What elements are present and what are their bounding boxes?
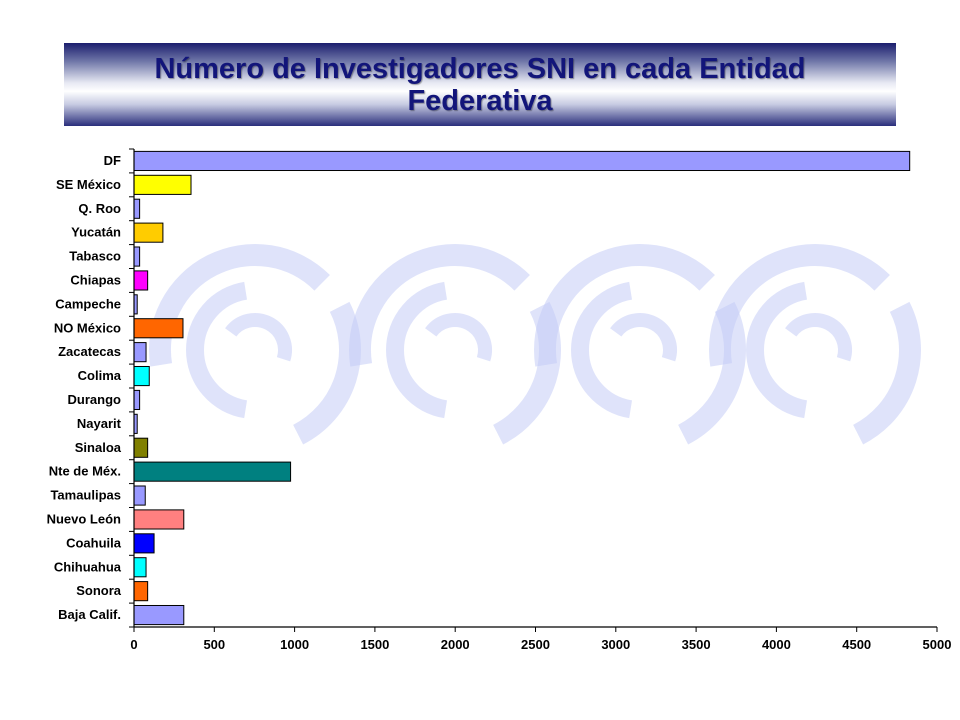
x-tick-label: 3500: [682, 637, 711, 652]
y-tick-label: SE México: [56, 177, 121, 192]
y-tick-label: Colima: [78, 368, 122, 383]
bar: [133, 174, 192, 195]
bar: [133, 222, 164, 243]
bar: [133, 246, 141, 267]
watermark-ring: [534, 244, 746, 445]
y-tick-label: Sonora: [76, 583, 122, 598]
x-tick-label: 3000: [601, 637, 630, 652]
x-tick-label: 1000: [280, 637, 309, 652]
x-tick-label: 4500: [842, 637, 871, 652]
x-tick-label: 5000: [923, 637, 952, 652]
y-tick-label: Tabasco: [69, 249, 121, 264]
bar: [133, 581, 149, 602]
bar: [133, 365, 150, 387]
watermark-ring: [709, 244, 921, 445]
y-tick-label: Q. Roo: [78, 201, 121, 216]
y-tick-label: Durango: [68, 392, 122, 407]
bar: [133, 318, 184, 339]
y-tick-label: Tamaulipas: [50, 488, 121, 503]
y-tick-label: Zacatecas: [58, 344, 121, 359]
bar: [133, 389, 141, 411]
x-tick-label: 2500: [521, 637, 550, 652]
y-tick-label: Nte de Méx.: [49, 464, 121, 479]
watermark-ring: [349, 244, 561, 445]
watermark-ring: [149, 244, 361, 445]
bar: [133, 461, 292, 482]
title-banner: Número de Investigadores SNI en cada Ent…: [64, 43, 896, 126]
bar: [133, 509, 185, 530]
bar: [133, 485, 146, 506]
y-tick-label: Chiapas: [70, 272, 121, 287]
chart-title: Número de Investigadores SNI en cada Ent…: [154, 52, 806, 117]
bar: [133, 198, 141, 219]
y-tick-label: Nayarit: [77, 416, 122, 431]
bar: [133, 557, 147, 578]
y-tick-label: DF: [104, 153, 121, 168]
y-tick-label: Yucatán: [71, 225, 121, 240]
watermark-logo: [149, 244, 921, 445]
bar: [133, 437, 149, 458]
y-tick-label: NO México: [54, 320, 121, 335]
x-tick-label: 0: [130, 637, 137, 652]
x-tick-label: 1500: [360, 637, 389, 652]
bar: [133, 604, 185, 626]
x-tick-label: 4000: [762, 637, 791, 652]
y-tick-label: Baja Calif.: [58, 607, 121, 622]
bar: [133, 150, 911, 172]
bar: [133, 270, 149, 291]
y-tick-label: Sinaloa: [75, 440, 122, 455]
y-tick-label: Chihuahua: [54, 559, 122, 574]
bar: [133, 533, 155, 554]
y-tick-label: Coahuila: [66, 535, 122, 550]
bar: [133, 342, 147, 363]
y-tick-label: Campeche: [55, 296, 121, 311]
x-tick-label: 2000: [441, 637, 470, 652]
x-tick-label: 500: [203, 637, 225, 652]
y-tick-label: Nuevo León: [47, 511, 121, 526]
